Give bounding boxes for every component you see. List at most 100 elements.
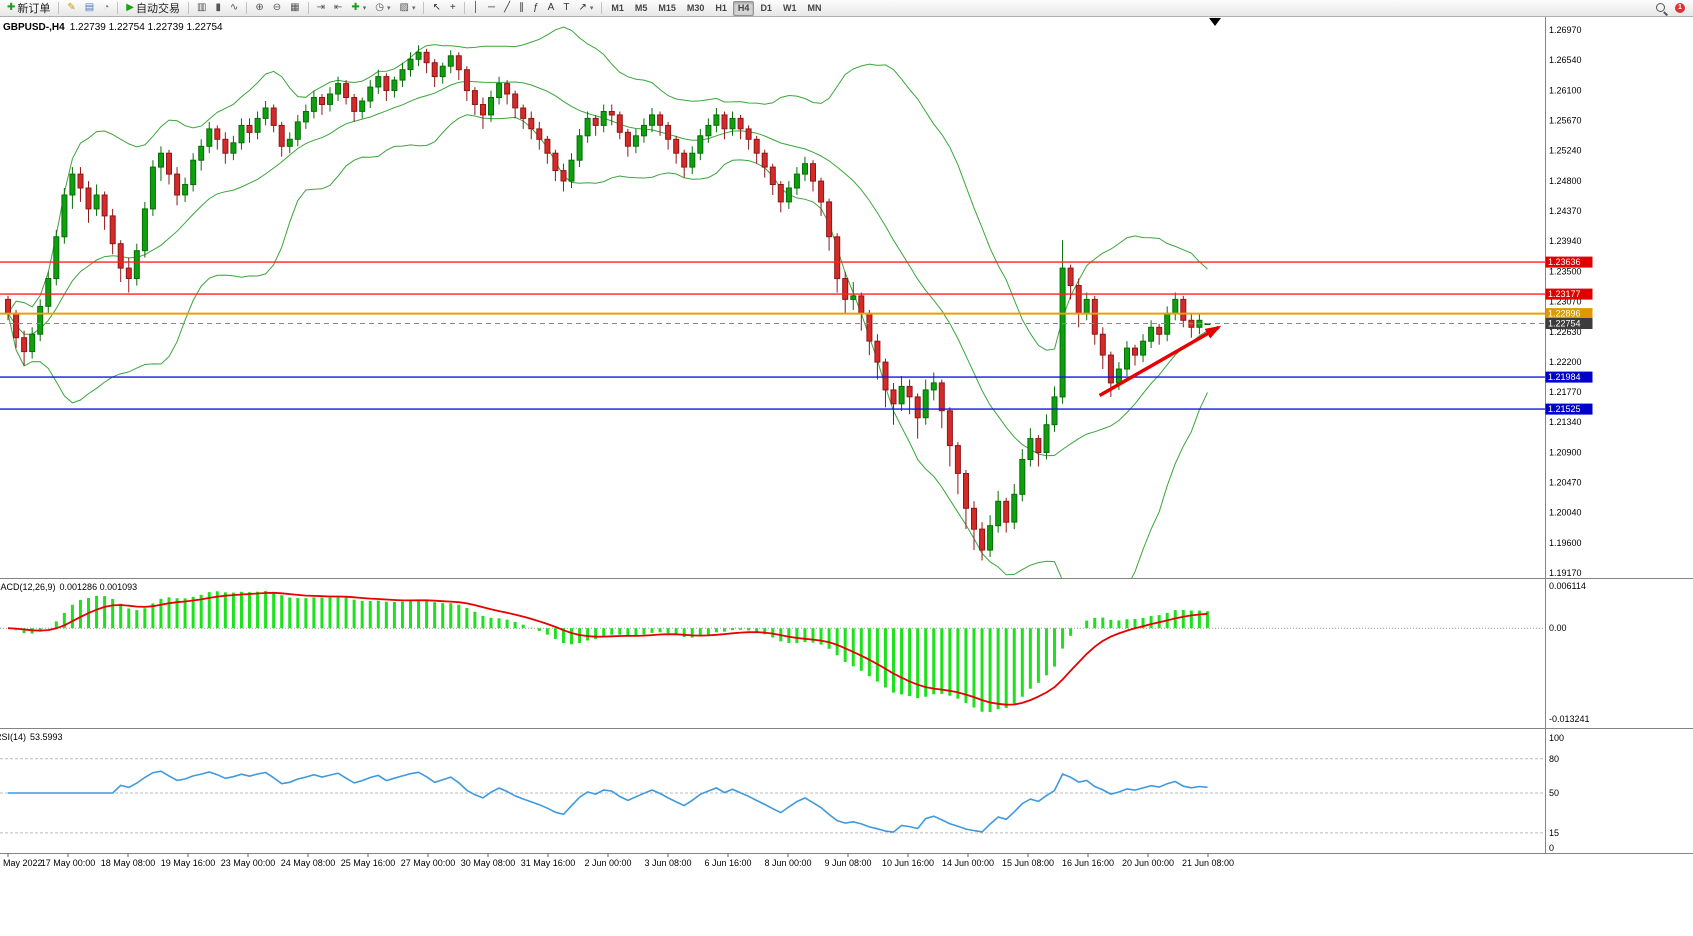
- price-axis[interactable]: 1.26970 1.26540 1.26100 1.25670 1.25240 1.248…: [1545, 25, 1593, 578]
- chart-shift-marker[interactable]: [1209, 18, 1221, 26]
- candle-body: [971, 507, 977, 530]
- price-tick-label: 1.24370: [1549, 206, 1582, 216]
- candle-body: [657, 114, 664, 126]
- candle-body: [69, 173, 76, 196]
- candle-body: [496, 83, 503, 98]
- cursor-button[interactable]: ↖: [428, 1, 444, 16]
- metaeditor-button[interactable]: ✎: [63, 1, 79, 16]
- timeframe-h4[interactable]: H4: [732, 0, 755, 16]
- timeframe-d1[interactable]: D1: [755, 1, 777, 16]
- candle-body: [1099, 333, 1106, 356]
- new-order-button[interactable]: ✚ 新订单: [3, 1, 54, 16]
- market-watch-button[interactable]: ▤: [81, 1, 98, 16]
- time-axis-label: 21 Jun 08:00: [1182, 858, 1234, 868]
- search-icon[interactable]: [1655, 2, 1668, 15]
- channel-button[interactable]: ∥: [515, 1, 528, 16]
- horizontal-line-button[interactable]: ─: [484, 1, 499, 16]
- timeframe-h1[interactable]: H1: [710, 1, 732, 16]
- candle-body: [922, 389, 929, 419]
- candle-body: [471, 90, 478, 105]
- bar-chart-icon: ▥: [196, 2, 207, 13]
- trend-arrow[interactable]: [1098, 325, 1220, 397]
- metaeditor-icon: ✎: [67, 2, 76, 13]
- chart-shift-button[interactable]: ⇤: [330, 1, 346, 16]
- time-axis-label: 18 May 08:00: [101, 858, 156, 868]
- price-tick-label: 1.26970: [1549, 25, 1582, 35]
- toolbar-separator: [187, 2, 189, 14]
- candle-body: [818, 180, 825, 203]
- bar-chart-button[interactable]: ▥: [193, 1, 210, 16]
- timeframe-mn[interactable]: MN: [802, 1, 826, 16]
- candle-body: [222, 138, 229, 154]
- candle-body: [238, 124, 245, 144]
- timeframe-m1[interactable]: M1: [606, 1, 629, 16]
- timeframe-m5[interactable]: M5: [630, 1, 653, 16]
- chevron-down-icon: ▾: [362, 5, 367, 12]
- candle-body: [1043, 424, 1050, 454]
- auto-scroll-button[interactable]: ⇥: [313, 1, 329, 16]
- arrows-button[interactable]: ↗ ▾: [574, 1, 597, 16]
- candles-layer: [5, 45, 1211, 561]
- candle-body: [592, 117, 599, 126]
- candle-body: [125, 267, 132, 280]
- bollinger-middle-band: [7, 80, 1208, 457]
- notification-badge[interactable]: 1: [1675, 3, 1685, 13]
- candle-body: [753, 138, 760, 154]
- candle-body: [182, 184, 189, 196]
- candle-body: [5, 298, 11, 314]
- candle-body: [608, 111, 615, 116]
- timeframe-h1-label: H1: [715, 3, 727, 13]
- candlestick-chart-button[interactable]: ▮: [211, 1, 225, 16]
- price-tick-label: 1.19600: [1549, 538, 1582, 548]
- timeframe-w1[interactable]: W1: [778, 1, 802, 16]
- candle-body: [673, 138, 680, 154]
- candle-body: [705, 124, 712, 137]
- candle-body: [286, 138, 293, 147]
- timeframe-m1-label: M1: [611, 3, 624, 13]
- auto-scroll-icon: ⇥: [316, 2, 325, 13]
- symbol-name: GBPUSD-,H4: [3, 22, 65, 33]
- candle-body: [383, 76, 390, 91]
- candle-body: [198, 145, 205, 161]
- candle-body: [979, 528, 986, 551]
- zoom-in-button[interactable]: ⊕: [251, 1, 267, 16]
- fibonacci-button[interactable]: ƒ: [529, 1, 543, 16]
- candle-body: [270, 107, 277, 126]
- candle-body: [874, 340, 881, 363]
- strategy-tester-icon: ◔: [103, 2, 110, 13]
- candle-body: [641, 124, 647, 137]
- templates-button[interactable]: ▨ ▾: [396, 1, 420, 16]
- label-icon: T: [563, 2, 570, 13]
- candle-body: [504, 83, 511, 95]
- tile-windows-button[interactable]: ▦: [286, 1, 303, 16]
- vertical-line-button[interactable]: │: [469, 1, 483, 16]
- price-tick-label: 1.23070: [1549, 297, 1582, 307]
- auto-trading-icon: ▶: [126, 2, 134, 13]
- timeframe-m30[interactable]: M30: [682, 1, 710, 16]
- periods-button[interactable]: ◷ ▾: [371, 1, 394, 16]
- line-chart-button[interactable]: ∿: [226, 1, 242, 16]
- crosshair-button[interactable]: +: [446, 1, 460, 16]
- price-tick-label: 1.21340: [1549, 417, 1582, 427]
- label-button[interactable]: T: [559, 1, 573, 16]
- candle-body: [785, 187, 792, 203]
- candle-body: [850, 295, 857, 300]
- trendline-button[interactable]: ╱: [500, 1, 514, 16]
- candle-body: [1011, 493, 1018, 523]
- candle-body: [616, 114, 623, 133]
- market-watch-icon: ▤: [84, 2, 95, 13]
- strategy-tester-button[interactable]: ◔: [99, 1, 113, 16]
- zoom-out-button[interactable]: ⊖: [269, 1, 285, 16]
- candle-body: [391, 79, 398, 91]
- indicators-button[interactable]: ✚ ▾: [347, 1, 370, 16]
- timeframe-m15[interactable]: M15: [653, 1, 681, 16]
- chevron-down-icon: ▾: [589, 5, 594, 12]
- rsi-axis-label: 50: [1549, 788, 1559, 798]
- auto-trading-button[interactable]: ▶ 自动交易: [122, 1, 184, 16]
- price-tick-label: 1.19170: [1549, 568, 1582, 578]
- candle-body: [101, 194, 108, 217]
- text-button[interactable]: A: [544, 1, 559, 16]
